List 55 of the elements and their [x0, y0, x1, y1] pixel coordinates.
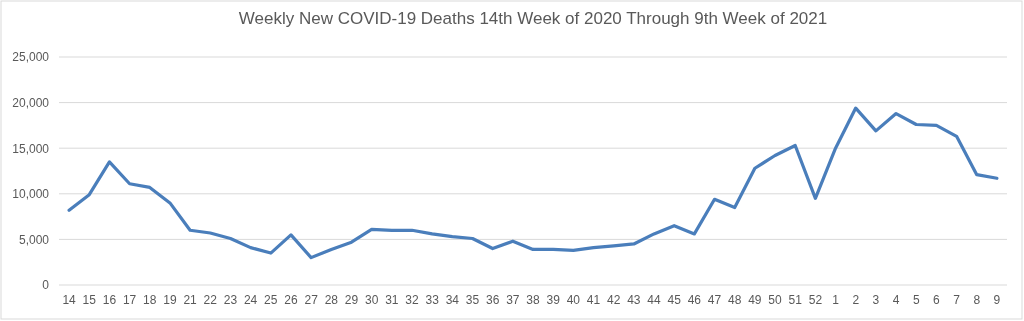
- x-tick-label: 43: [627, 292, 641, 307]
- y-tick-label: 10,000: [12, 187, 50, 202]
- x-tick-label: 25: [264, 292, 278, 307]
- y-tick-label: 20,000: [12, 95, 50, 110]
- x-tick-label: 15: [82, 292, 97, 307]
- x-tick-label: 14: [62, 292, 77, 307]
- x-tick-label: 18: [143, 292, 157, 307]
- x-tick-label: 2: [852, 292, 860, 307]
- x-tick-label: 1: [832, 292, 840, 307]
- y-tick-label: 15,000: [12, 141, 50, 156]
- y-tick-label: 0: [42, 278, 50, 293]
- x-tick-label: 3: [872, 292, 880, 307]
- x-tick-label: 50: [768, 292, 783, 307]
- x-tick-label: 39: [546, 292, 561, 307]
- x-tick-label: 48: [728, 292, 742, 307]
- x-tick-label: 6: [933, 292, 941, 307]
- x-tick-label: 34: [445, 292, 460, 307]
- x-tick-label: 19: [163, 292, 177, 307]
- y-tick-label: 25,000: [12, 50, 50, 65]
- x-tick-label: 35: [465, 292, 480, 307]
- x-tick-label: 29: [344, 292, 359, 307]
- x-tick-label: 46: [687, 292, 702, 307]
- x-tick-label: 52: [808, 292, 823, 307]
- x-tick-label: 37: [506, 292, 520, 307]
- x-tick-label: 32: [405, 292, 419, 307]
- x-tick-label: 45: [667, 292, 682, 307]
- x-tick-label: 51: [788, 292, 803, 307]
- x-tick-label: 31: [385, 292, 399, 307]
- x-tick-label: 22: [203, 292, 218, 307]
- x-tick-label: 27: [304, 292, 319, 307]
- x-tick-label: 8: [973, 292, 981, 307]
- x-tick-label: 49: [748, 292, 762, 307]
- x-tick-label: 44: [647, 292, 662, 307]
- x-tick-label: 26: [284, 292, 298, 307]
- y-tick-label: 5,000: [18, 232, 50, 247]
- x-tick-label: 24: [243, 292, 258, 307]
- x-tick-label: 38: [526, 292, 540, 307]
- x-tick-label: 41: [586, 292, 601, 307]
- x-tick-label: 40: [566, 292, 581, 307]
- chart-title: Weekly New COVID-19 Deaths 14th Week of 2020 Through 9th Week of 2021: [238, 9, 828, 28]
- line-series: [67, 106, 999, 260]
- x-tick-label: 21: [183, 292, 198, 307]
- x-tick-label: 33: [425, 292, 440, 307]
- x-tick-label: 16: [102, 292, 117, 307]
- x-tick-label: 47: [707, 292, 722, 307]
- x-tick-label: 28: [324, 292, 339, 307]
- x-tick-label: 5: [912, 292, 920, 307]
- x-tick-label: 42: [607, 292, 621, 307]
- x-tick-label: 23: [223, 292, 238, 307]
- x-tick-label: 30: [364, 292, 379, 307]
- x-tick-label: 36: [485, 292, 500, 307]
- x-tick-label: 17: [122, 292, 137, 307]
- x-tick-label: 7: [953, 292, 961, 307]
- x-tick-label: 4: [892, 292, 900, 307]
- x-tick-label: 9: [993, 292, 1001, 307]
